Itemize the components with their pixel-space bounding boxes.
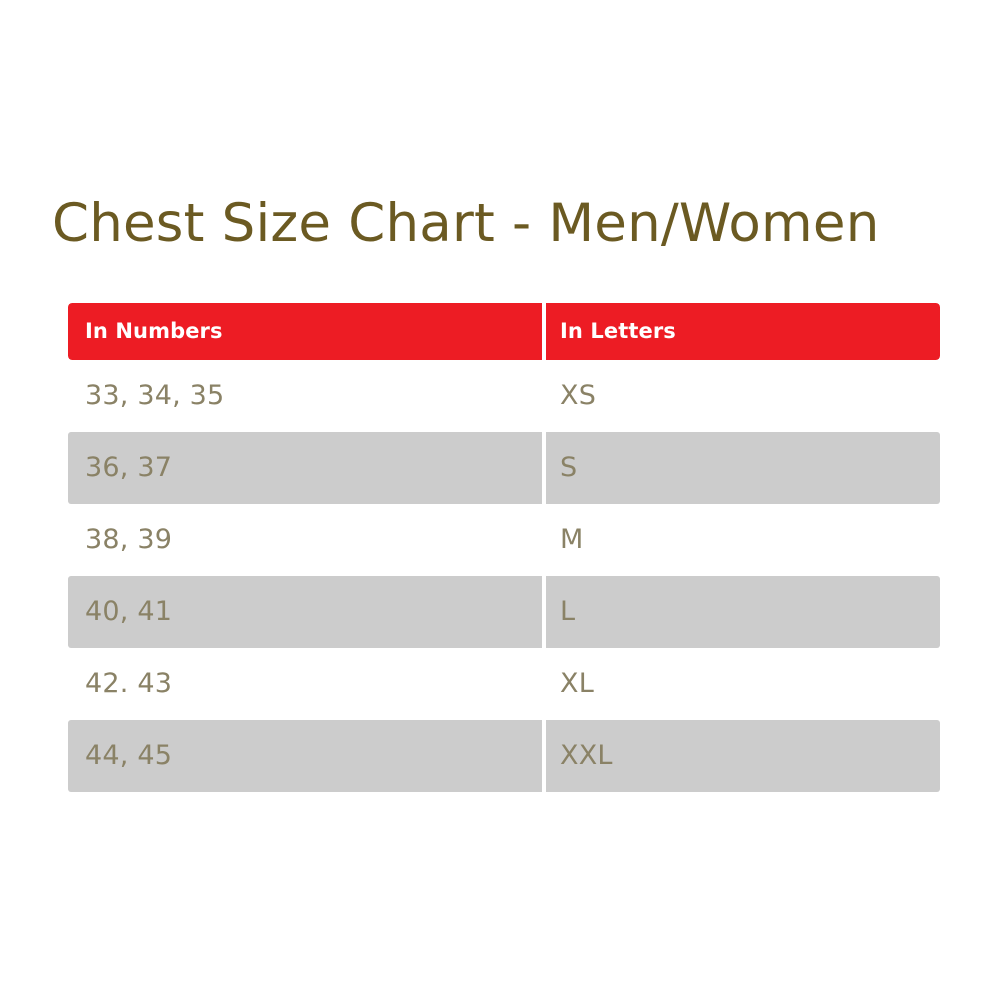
column-header-in-numbers: In Numbers [68, 303, 542, 360]
column-divider [542, 360, 546, 432]
cell-in-letters: XL [546, 648, 940, 720]
cell-in-numbers: 38, 39 [68, 504, 542, 576]
table-row: 44, 45 XXL [68, 720, 940, 792]
column-divider [542, 576, 546, 648]
cell-in-letters: XS [546, 360, 940, 432]
table-row: 33, 34, 35 XS [68, 360, 940, 432]
table-row: 42. 43 XL [68, 648, 940, 720]
column-divider [542, 432, 546, 504]
table-row: 40, 41 L [68, 576, 940, 648]
table-row: 38, 39 M [68, 504, 940, 576]
column-divider [542, 303, 546, 360]
size-chart-table: In Numbers In Letters 33, 34, 35 XS 36, … [68, 303, 940, 792]
cell-in-letters: M [546, 504, 940, 576]
column-header-in-letters: In Letters [546, 303, 940, 360]
cell-in-numbers: 44, 45 [68, 720, 542, 792]
page-title: Chest Size Chart - Men/Women [52, 193, 880, 254]
cell-in-letters: XXL [546, 720, 940, 792]
column-divider [542, 720, 546, 792]
cell-in-numbers: 40, 41 [68, 576, 542, 648]
table-row: 36, 37 S [68, 432, 940, 504]
column-divider [542, 504, 546, 576]
cell-in-letters: L [546, 576, 940, 648]
cell-in-numbers: 33, 34, 35 [68, 360, 542, 432]
cell-in-numbers: 42. 43 [68, 648, 542, 720]
column-divider [542, 648, 546, 720]
cell-in-numbers: 36, 37 [68, 432, 542, 504]
table-header-row: In Numbers In Letters [68, 303, 940, 360]
cell-in-letters: S [546, 432, 940, 504]
